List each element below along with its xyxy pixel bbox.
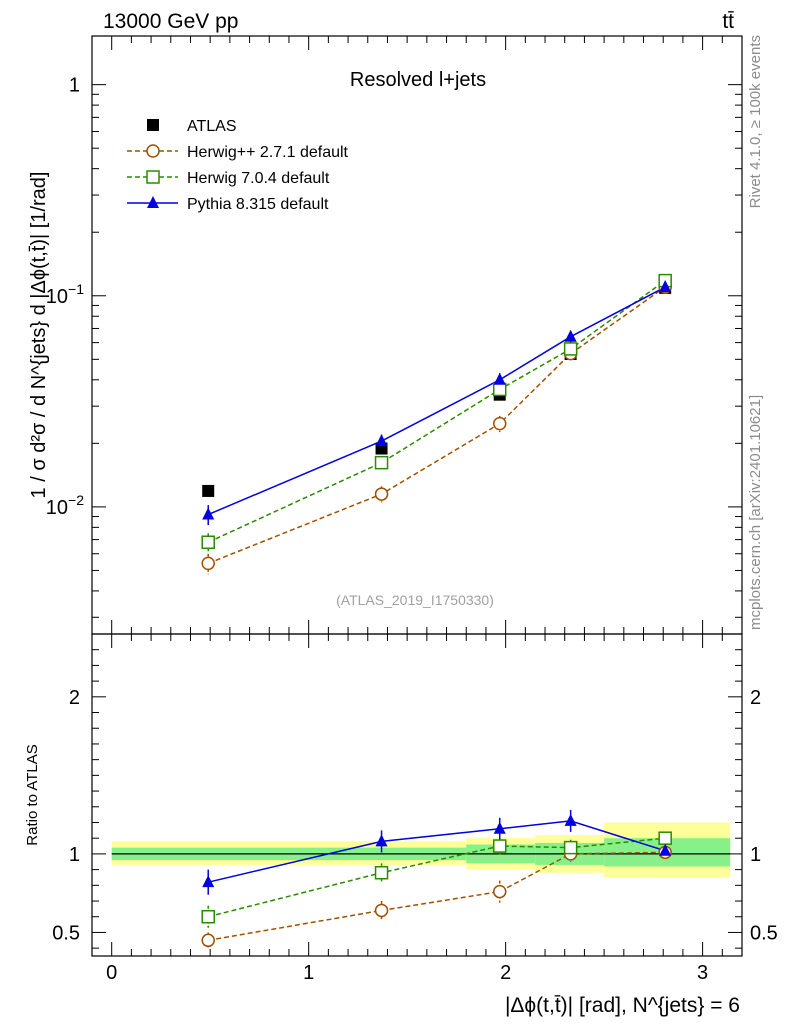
- main-grid-ticks: [92, 36, 743, 634]
- data-point: [493, 372, 506, 385]
- main-y-tick-label: 1: [69, 75, 80, 97]
- x-tick-label: 1: [303, 962, 314, 984]
- ratio-y-tick-label-right: 0.5: [750, 922, 778, 944]
- main-title: Resolved l+jets: [350, 69, 486, 91]
- ratio-point: [564, 813, 577, 826]
- main-panel: Resolved l+jets (ATLAS_2019_I1750330) 10…: [28, 35, 743, 635]
- ratio-point: [563, 840, 578, 855]
- ratio-point: [493, 821, 506, 834]
- process-label: tt̄: [722, 10, 734, 33]
- ratio-point: [374, 866, 389, 880]
- data-point: [492, 416, 507, 431]
- ratio-panel: 0.5 0.5 1 1 2 2 0 1 2 3 Ratio to ATLAS |Δϕ(t,t̄)…: [24, 633, 778, 1017]
- series-line-herwig-2-7-1-default: [207, 286, 666, 565]
- data-point: [201, 556, 215, 571]
- data-point: [659, 280, 672, 293]
- energy-label: 13000 GeV pp: [103, 10, 238, 33]
- legend-label: ATLAS: [187, 118, 237, 135]
- data-point: [374, 455, 389, 470]
- main-y-axis-label: 1 / σ d²σ / d N^{jets} d |Δϕ(t,t̄)| [1/r…: [28, 172, 50, 499]
- ratio-y-axis-label: Ratio to ATLAS: [24, 744, 41, 845]
- data-point: [202, 507, 215, 520]
- series-line-herwig-7-0-4-default: [207, 279, 666, 543]
- x-tick-label: 2: [500, 962, 511, 984]
- analysis-id: (ATLAS_2019_I1750330): [336, 592, 494, 608]
- rivet-label: Rivet 4.1.0, ≥ 100k events: [747, 35, 764, 208]
- data-point: [375, 434, 388, 447]
- x-tick-label: 3: [697, 962, 708, 984]
- data-point: [564, 329, 577, 342]
- ratio-y-tick-label-left: 1: [69, 844, 80, 866]
- ratio-point: [658, 831, 672, 845]
- ratio-point: [492, 839, 507, 853]
- ratio-point: [374, 903, 389, 918]
- main-y-tick-label: 10−2: [46, 492, 84, 519]
- ratio-point: [201, 933, 215, 948]
- legend: ATLAS Herwig++ 2.7.1 default Herwig 7.0.4 …: [127, 118, 349, 213]
- legend-label: Herwig++ 2.7.1 default: [187, 144, 349, 161]
- ratio-grid-ticks: [92, 633, 743, 956]
- x-axis-label: |Δϕ(t,t̄)| [rad], N^{jets} = 6: [505, 994, 740, 1017]
- main-y-tick-label: 10−1: [46, 281, 84, 308]
- ratio-uncertainty-bands: [111, 822, 731, 878]
- ratio-y-tick-label-left: 2: [69, 687, 80, 709]
- main-y-tick-labels: 10−2 10−1 1: [46, 75, 84, 519]
- ratio-y-tick-label-right: 2: [750, 687, 761, 709]
- ratio-series-markers: [201, 813, 672, 948]
- legend-marker: [147, 119, 159, 131]
- ratio-y-tick-labels: 0.5 0.5 1 1 2 2: [52, 687, 778, 945]
- main-series-lines: [207, 278, 666, 575]
- legend-entry: ATLAS: [147, 118, 237, 135]
- x-tick-label: 0: [106, 962, 117, 984]
- legend-entry: Herwig++ 2.7.1 default: [127, 144, 349, 161]
- legend-entry: Herwig 7.0.4 default: [127, 170, 330, 187]
- legend-label: Pythia 8.315 default: [187, 196, 329, 213]
- data-point: [202, 484, 215, 497]
- site-label: mcplots.cern.ch [arXiv:2401.10621]: [747, 395, 764, 630]
- legend-label: Herwig 7.0.4 default: [187, 170, 330, 187]
- data-point: [374, 487, 389, 501]
- ratio-point: [375, 834, 388, 847]
- ratio-point: [202, 875, 215, 888]
- legend-marker: [146, 170, 160, 184]
- legend-marker: [147, 196, 159, 208]
- main-series-markers: [201, 273, 672, 571]
- ratio-series-lines: [207, 809, 666, 949]
- ratio-point: [659, 843, 672, 856]
- ratio-point: [201, 909, 215, 924]
- ratio-y-tick-label-left: 0.5: [52, 922, 80, 944]
- series-line-pythia-8-315-default: [207, 286, 666, 516]
- legend-entry: Pythia 8.315 default: [127, 196, 329, 213]
- data-point: [492, 382, 507, 397]
- data-point: [563, 342, 578, 356]
- data-point: [201, 535, 215, 550]
- ratio-frame: [91, 633, 743, 957]
- ratio-point: [492, 884, 507, 899]
- legend-marker: [146, 144, 160, 158]
- ratio-x-tick-labels: 0 1 2 3: [106, 962, 708, 984]
- ratio-y-tick-label-right: 1: [750, 844, 761, 866]
